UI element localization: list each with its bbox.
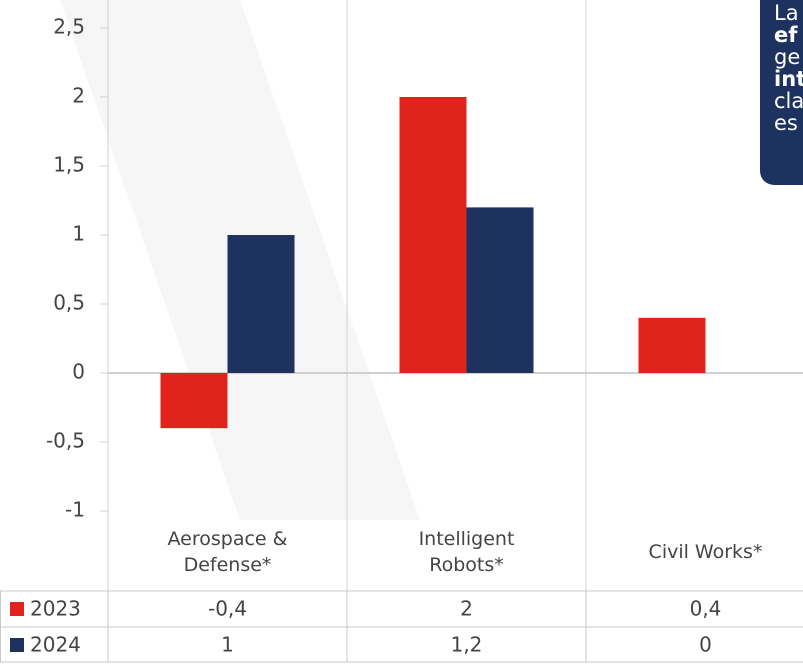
table-cell: -0,4 xyxy=(208,597,247,621)
y-tick-label: 2,5 xyxy=(53,15,85,39)
bar xyxy=(638,317,706,373)
y-tick-label: -1 xyxy=(65,498,85,522)
legend-swatch xyxy=(10,602,24,616)
y-tick-label: 1,5 xyxy=(53,153,85,177)
x-tick-label: Aerospace & Defense* xyxy=(167,528,288,576)
table-cell: 2 xyxy=(460,597,473,621)
y-tick-label: 0,5 xyxy=(53,291,85,315)
y-tick-label: 1 xyxy=(72,222,85,246)
x-tick-label: Intelligent Robots* xyxy=(418,528,515,576)
y-tick-label: 0 xyxy=(72,360,85,384)
table-cell: 0 xyxy=(699,633,712,657)
y-tick-label: -0,5 xyxy=(46,429,85,453)
table-cell: 1,2 xyxy=(451,633,483,657)
legend-label: 2024 xyxy=(30,633,81,657)
callout-text: es xyxy=(774,111,798,135)
callout: La ef ge int cla es xyxy=(760,0,803,185)
callout-text: La xyxy=(774,1,799,25)
x-tick-label: Civil Works* xyxy=(648,541,763,563)
callout-text: ge xyxy=(774,45,801,69)
legend-label: 2023 xyxy=(30,597,81,621)
bar xyxy=(227,235,295,373)
table-cell: 0,4 xyxy=(690,597,722,621)
callout-text: cla xyxy=(774,89,803,113)
bar xyxy=(466,207,534,373)
bar xyxy=(399,97,467,373)
callout-text: ef xyxy=(774,23,798,47)
legend-swatch xyxy=(10,638,24,652)
bar xyxy=(160,373,228,429)
y-tick-label: 2 xyxy=(72,84,85,108)
table-cell: 1 xyxy=(221,633,234,657)
callout-text: int xyxy=(774,67,803,91)
